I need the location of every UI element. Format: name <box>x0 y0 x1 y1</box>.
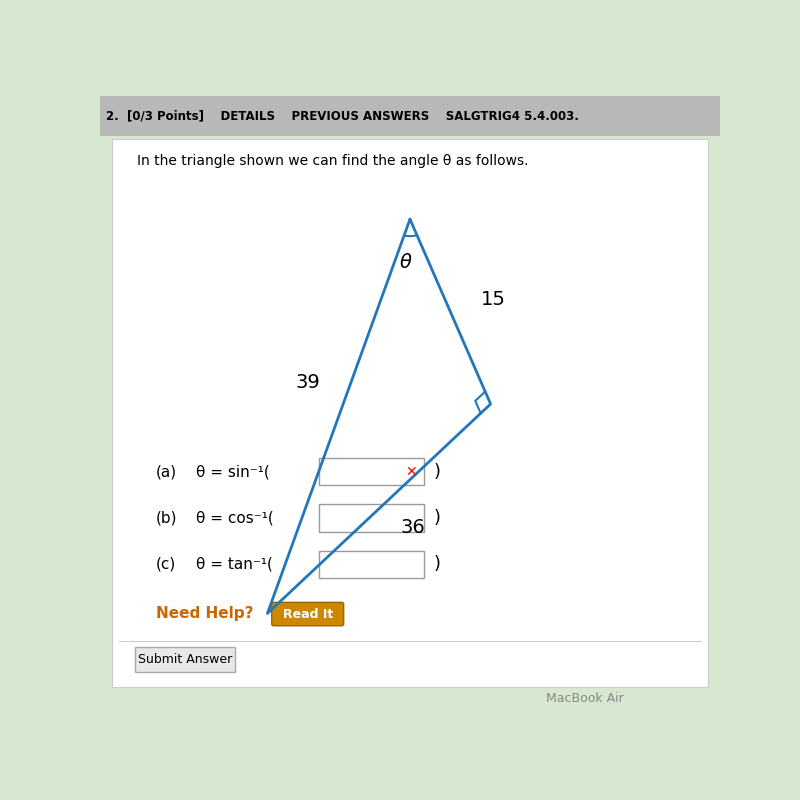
Text: 2.  [0/3 Points]    DETAILS    PREVIOUS ANSWERS    SALGTRIG4 5.4.003.: 2. [0/3 Points] DETAILS PREVIOUS ANSWERS… <box>106 110 579 123</box>
Text: θ = sin⁻¹(: θ = sin⁻¹( <box>196 464 270 479</box>
Text: θ = tan⁻¹(: θ = tan⁻¹( <box>196 557 273 572</box>
Text: θ: θ <box>400 253 411 272</box>
FancyBboxPatch shape <box>319 505 424 531</box>
Text: 15: 15 <box>482 290 506 309</box>
Text: θ = cos⁻¹(: θ = cos⁻¹( <box>196 510 274 526</box>
Text: Read It: Read It <box>282 607 333 621</box>
FancyBboxPatch shape <box>135 647 235 672</box>
FancyBboxPatch shape <box>319 458 424 486</box>
Text: (a): (a) <box>156 464 177 479</box>
Text: ): ) <box>434 509 441 527</box>
Text: In the triangle shown we can find the angle θ as follows.: In the triangle shown we can find the an… <box>138 154 529 168</box>
Text: 36: 36 <box>401 518 426 537</box>
FancyBboxPatch shape <box>319 550 424 578</box>
FancyBboxPatch shape <box>112 139 708 687</box>
Text: (b): (b) <box>156 510 178 526</box>
Text: ): ) <box>434 555 441 573</box>
FancyBboxPatch shape <box>100 96 720 136</box>
Text: ✕: ✕ <box>406 465 417 478</box>
Text: ): ) <box>434 462 441 481</box>
Text: (c): (c) <box>156 557 176 572</box>
FancyBboxPatch shape <box>272 602 344 626</box>
Text: 39: 39 <box>295 373 320 392</box>
Text: Submit Answer: Submit Answer <box>138 653 233 666</box>
Text: Need Help?: Need Help? <box>156 606 254 621</box>
Text: MacBook Air: MacBook Air <box>546 692 624 705</box>
